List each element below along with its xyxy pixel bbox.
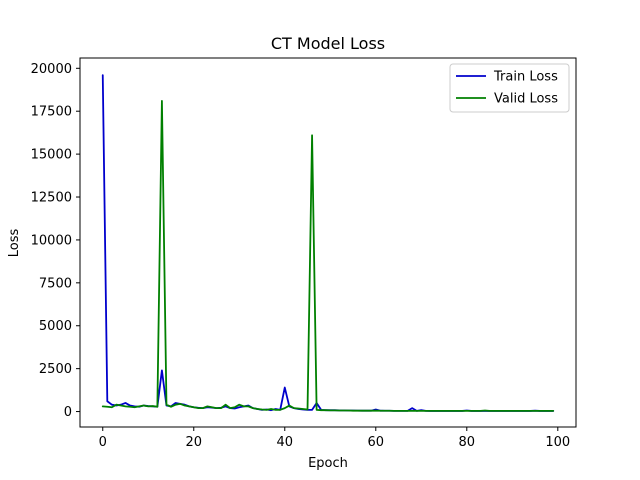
x-tick-label: 40 — [276, 435, 293, 450]
y-tick-label: 10000 — [31, 233, 72, 248]
legend-label: Train Loss — [493, 70, 558, 85]
x-tick-label: 100 — [545, 435, 570, 450]
chart-title: CT Model Loss — [271, 34, 385, 53]
y-tick-label: 12500 — [31, 191, 72, 206]
x-axis-label: Epoch — [308, 456, 348, 471]
x-tick-label: 20 — [185, 435, 202, 450]
y-tick-label: 15000 — [31, 148, 72, 163]
y-tick-label: 5000 — [39, 319, 72, 334]
x-tick-label: 0 — [99, 435, 107, 450]
y-tick-label: 20000 — [31, 62, 72, 77]
legend: Train Loss Valid Loss — [449, 63, 570, 113]
x-tick-label: 60 — [368, 435, 385, 450]
y-axis-label: Loss — [7, 229, 22, 258]
y-axis-ticks: 0 2500 5000 7500 10000 12500 15000 17500 20000 — [31, 62, 80, 420]
y-tick-label: 7500 — [39, 276, 72, 291]
plot-frame — [79, 57, 577, 428]
series-layer — [101, 74, 555, 412]
x-tick-label: 80 — [459, 435, 476, 450]
series-line-valid-loss — [101, 100, 555, 412]
y-tick-label: 0 — [64, 405, 72, 420]
y-tick-label: 2500 — [39, 362, 72, 377]
y-tick-label: 17500 — [31, 105, 72, 120]
legend-label: Valid Loss — [494, 92, 558, 107]
x-axis-ticks: 0 20 40 60 80 100 — [99, 427, 570, 450]
